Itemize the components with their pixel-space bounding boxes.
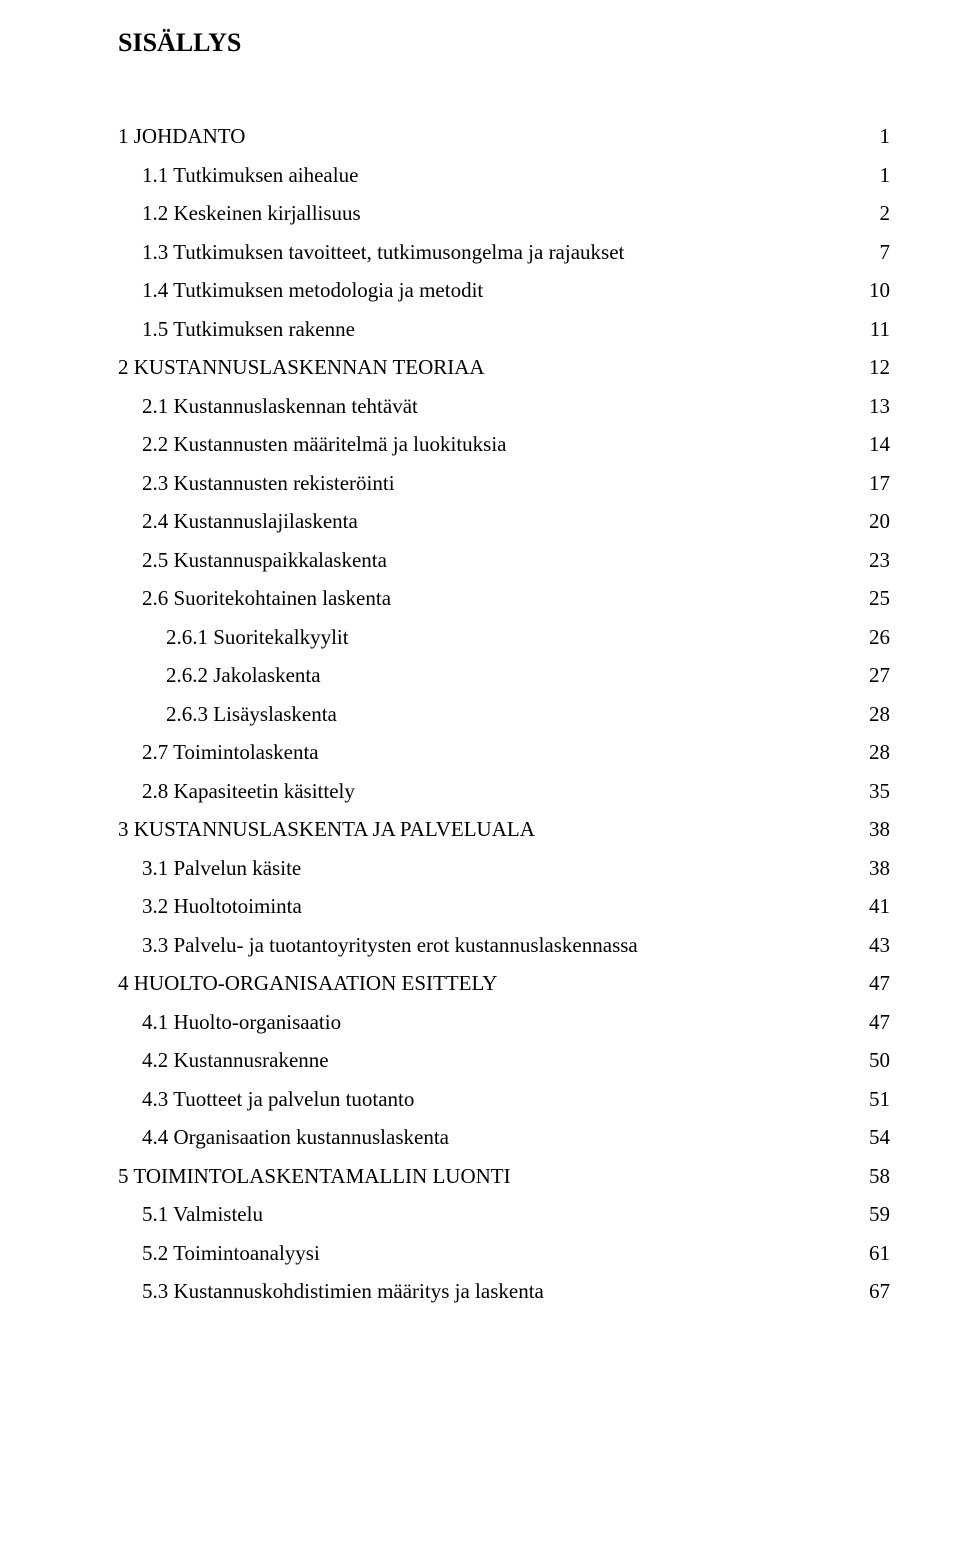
toc-row: 2.6.1 Suoritekalkyylit 26 bbox=[118, 627, 890, 648]
toc-row: 2.1 Kustannuslaskennan tehtävät 13 bbox=[118, 396, 890, 417]
toc-entry-page: 11 bbox=[854, 319, 890, 340]
toc-entry-label: 2.4 Kustannuslajilaskenta bbox=[118, 511, 834, 532]
toc-row: 1.4 Tutkimuksen metodologia ja metodit 10 bbox=[118, 280, 890, 301]
toc-entry-label: 2 KUSTANNUSLASKENNAN TEORIAA bbox=[118, 357, 834, 378]
toc-entry-page: 28 bbox=[854, 742, 890, 763]
toc-entry-page: 25 bbox=[854, 588, 890, 609]
toc-entry-page: 1 bbox=[854, 126, 890, 147]
toc-row: 1 JOHDANTO 1 bbox=[118, 126, 890, 147]
toc-entry-label: 3 KUSTANNUSLASKENTA JA PALVELUALA bbox=[118, 819, 834, 840]
toc-row: 4.4 Organisaation kustannuslaskenta 54 bbox=[118, 1127, 890, 1148]
toc-entry-label: 5.3 Kustannuskohdistimien määritys ja la… bbox=[118, 1281, 834, 1302]
toc-row: 5.3 Kustannuskohdistimien määritys ja la… bbox=[118, 1281, 890, 1302]
toc-row: 2 KUSTANNUSLASKENNAN TEORIAA 12 bbox=[118, 357, 890, 378]
toc-entry-label: 2.1 Kustannuslaskennan tehtävät bbox=[118, 396, 834, 417]
toc-row: 2.5 Kustannuspaikkalaskenta 23 bbox=[118, 550, 890, 571]
toc-entry-label: 5 TOIMINTOLASKENTAMALLIN LUONTI bbox=[118, 1166, 834, 1187]
toc-row: 2.3 Kustannusten rekisteröinti 17 bbox=[118, 473, 890, 494]
toc-entry-page: 17 bbox=[854, 473, 890, 494]
toc-row: 3.3 Palvelu- ja tuotantoyritysten erot k… bbox=[118, 935, 890, 956]
toc-entry-label: 4 HUOLTO-ORGANISAATION ESITTELY bbox=[118, 973, 834, 994]
toc-entry-page: 1 bbox=[854, 165, 890, 186]
toc-entry-page: 7 bbox=[854, 242, 890, 263]
toc-entry-page: 59 bbox=[854, 1204, 890, 1225]
toc-entry-page: 27 bbox=[854, 665, 890, 686]
toc-entry-page: 38 bbox=[854, 858, 890, 879]
toc-entry-label: 2.8 Kapasiteetin käsittely bbox=[118, 781, 834, 802]
toc-row: 5.1 Valmistelu 59 bbox=[118, 1204, 890, 1225]
document-title: SISÄLLYS bbox=[118, 28, 890, 58]
toc-entry-page: 20 bbox=[854, 511, 890, 532]
toc-entry-page: 12 bbox=[854, 357, 890, 378]
toc-entry-label: 2.2 Kustannusten määritelmä ja luokituks… bbox=[118, 434, 834, 455]
toc-entry-page: 2 bbox=[854, 203, 890, 224]
toc-entry-label: 1.5 Tutkimuksen rakenne bbox=[118, 319, 834, 340]
toc-row: 3.1 Palvelun käsite 38 bbox=[118, 858, 890, 879]
toc-entry-label: 2.6.1 Suoritekalkyylit bbox=[118, 627, 834, 648]
toc-entry-page: 26 bbox=[854, 627, 890, 648]
toc-row: 4 HUOLTO-ORGANISAATION ESITTELY 47 bbox=[118, 973, 890, 994]
toc-row: 1.5 Tutkimuksen rakenne 11 bbox=[118, 319, 890, 340]
toc-row: 2.8 Kapasiteetin käsittely 35 bbox=[118, 781, 890, 802]
toc-entry-label: 2.6.2 Jakolaskenta bbox=[118, 665, 834, 686]
toc-entry-label: 1.4 Tutkimuksen metodologia ja metodit bbox=[118, 280, 834, 301]
table-of-contents: 1 JOHDANTO 1 1.1 Tutkimuksen aihealue 1 1.2 … bbox=[118, 126, 890, 1302]
toc-entry-label: 4.3 Tuotteet ja palvelun tuotanto bbox=[118, 1089, 834, 1110]
toc-entry-page: 51 bbox=[854, 1089, 890, 1110]
toc-entry-label: 2.6.3 Lisäyslaskenta bbox=[118, 704, 834, 725]
toc-row: 2.6.3 Lisäyslaskenta 28 bbox=[118, 704, 890, 725]
toc-entry-label: 3.1 Palvelun käsite bbox=[118, 858, 834, 879]
toc-row: 4.3 Tuotteet ja palvelun tuotanto 51 bbox=[118, 1089, 890, 1110]
toc-entry-label: 3.3 Palvelu- ja tuotantoyritysten erot k… bbox=[118, 935, 834, 956]
toc-row: 2.4 Kustannuslajilaskenta 20 bbox=[118, 511, 890, 532]
toc-row: 1.3 Tutkimuksen tavoitteet, tutkimusonge… bbox=[118, 242, 890, 263]
toc-entry-page: 61 bbox=[854, 1243, 890, 1264]
toc-entry-label: 2.6 Suoritekohtainen laskenta bbox=[118, 588, 834, 609]
toc-row: 2.6.2 Jakolaskenta 27 bbox=[118, 665, 890, 686]
toc-entry-page: 35 bbox=[854, 781, 890, 802]
toc-entry-label: 1.1 Tutkimuksen aihealue bbox=[118, 165, 834, 186]
toc-row: 2.6 Suoritekohtainen laskenta 25 bbox=[118, 588, 890, 609]
toc-entry-label: 1 JOHDANTO bbox=[118, 126, 834, 147]
toc-row: 2.2 Kustannusten määritelmä ja luokituks… bbox=[118, 434, 890, 455]
toc-entry-page: 14 bbox=[854, 434, 890, 455]
toc-entry-page: 58 bbox=[854, 1166, 890, 1187]
toc-entry-page: 23 bbox=[854, 550, 890, 571]
toc-entry-page: 47 bbox=[854, 1012, 890, 1033]
toc-row: 2.7 Toimintolaskenta 28 bbox=[118, 742, 890, 763]
toc-row: 4.1 Huolto-organisaatio 47 bbox=[118, 1012, 890, 1033]
toc-entry-page: 41 bbox=[854, 896, 890, 917]
toc-entry-page: 38 bbox=[854, 819, 890, 840]
toc-row: 1.2 Keskeinen kirjallisuus 2 bbox=[118, 203, 890, 224]
toc-entry-page: 28 bbox=[854, 704, 890, 725]
toc-entry-label: 1.3 Tutkimuksen tavoitteet, tutkimusonge… bbox=[118, 242, 834, 263]
toc-entry-page: 47 bbox=[854, 973, 890, 994]
toc-entry-label: 2.3 Kustannusten rekisteröinti bbox=[118, 473, 834, 494]
toc-row: 5 TOIMINTOLASKENTAMALLIN LUONTI 58 bbox=[118, 1166, 890, 1187]
toc-row: 1.1 Tutkimuksen aihealue 1 bbox=[118, 165, 890, 186]
toc-row: 5.2 Toimintoanalyysi 61 bbox=[118, 1243, 890, 1264]
toc-entry-label: 4.4 Organisaation kustannuslaskenta bbox=[118, 1127, 834, 1148]
toc-entry-label: 5.2 Toimintoanalyysi bbox=[118, 1243, 834, 1264]
toc-row: 3 KUSTANNUSLASKENTA JA PALVELUALA 38 bbox=[118, 819, 890, 840]
toc-entry-page: 50 bbox=[854, 1050, 890, 1071]
toc-entry-page: 10 bbox=[854, 280, 890, 301]
toc-entry-label: 2.7 Toimintolaskenta bbox=[118, 742, 834, 763]
toc-entry-label: 3.2 Huoltotoiminta bbox=[118, 896, 834, 917]
toc-entry-page: 54 bbox=[854, 1127, 890, 1148]
toc-entry-page: 13 bbox=[854, 396, 890, 417]
toc-entry-page: 43 bbox=[854, 935, 890, 956]
toc-row: 3.2 Huoltotoiminta 41 bbox=[118, 896, 890, 917]
toc-entry-label: 1.2 Keskeinen kirjallisuus bbox=[118, 203, 834, 224]
toc-entry-label: 4.2 Kustannusrakenne bbox=[118, 1050, 834, 1071]
toc-entry-label: 2.5 Kustannuspaikkalaskenta bbox=[118, 550, 834, 571]
toc-row: 4.2 Kustannusrakenne 50 bbox=[118, 1050, 890, 1071]
toc-entry-label: 4.1 Huolto-organisaatio bbox=[118, 1012, 834, 1033]
toc-entry-page: 67 bbox=[854, 1281, 890, 1302]
toc-entry-label: 5.1 Valmistelu bbox=[118, 1204, 834, 1225]
